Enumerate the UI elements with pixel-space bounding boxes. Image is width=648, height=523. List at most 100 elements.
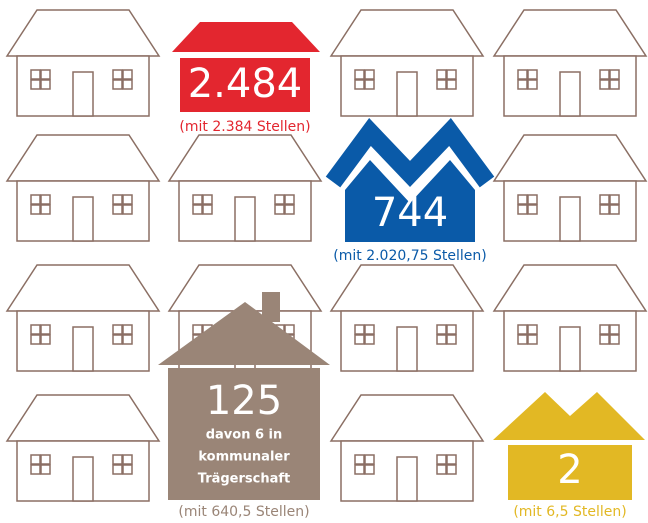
yellow-house: 2 (mit 6,5 Stellen) <box>493 392 645 520</box>
roof <box>329 264 485 312</box>
window <box>609 324 620 335</box>
door <box>396 71 418 117</box>
window <box>40 464 51 475</box>
door <box>559 326 581 372</box>
window <box>609 204 620 215</box>
window <box>446 79 457 90</box>
window <box>364 334 375 345</box>
window <box>527 194 538 205</box>
window <box>527 324 538 335</box>
window <box>122 334 133 345</box>
window <box>436 69 447 80</box>
window <box>517 194 528 205</box>
window <box>354 454 365 465</box>
window <box>112 324 123 335</box>
window <box>436 324 447 335</box>
house-outline <box>5 134 161 242</box>
roof <box>5 9 161 57</box>
window <box>354 79 365 90</box>
window <box>436 454 447 465</box>
door <box>72 456 94 502</box>
window <box>364 324 375 335</box>
window <box>112 79 123 90</box>
window <box>30 69 41 80</box>
window <box>122 324 133 335</box>
house-outline <box>5 9 161 117</box>
window <box>122 464 133 475</box>
door <box>234 196 256 242</box>
window <box>364 69 375 80</box>
window <box>30 194 41 205</box>
detail: davon 6 in <box>206 428 283 443</box>
window <box>30 334 41 345</box>
roof <box>5 394 161 442</box>
count: 2 <box>557 447 582 493</box>
window <box>364 79 375 90</box>
house-outline <box>167 134 323 242</box>
window <box>122 69 133 80</box>
window <box>40 194 51 205</box>
window <box>354 324 365 335</box>
roof <box>167 134 323 182</box>
roof <box>329 9 485 57</box>
window <box>112 334 123 345</box>
roof <box>493 392 645 440</box>
house-outline <box>329 394 485 502</box>
window <box>354 69 365 80</box>
window <box>446 69 457 80</box>
window <box>436 79 447 90</box>
note: (mit 6,5 Stellen) <box>513 504 626 520</box>
window <box>599 204 610 215</box>
roof <box>5 264 161 312</box>
window <box>112 204 123 215</box>
window <box>192 324 203 335</box>
note: (mit 2.020,75 Stellen) <box>333 248 486 264</box>
house-outline <box>329 264 485 372</box>
door <box>559 196 581 242</box>
window <box>40 334 51 345</box>
house-outline <box>492 264 648 372</box>
window <box>40 454 51 465</box>
window <box>517 69 528 80</box>
body <box>345 160 475 242</box>
body <box>508 445 632 500</box>
window <box>202 204 213 215</box>
window <box>599 324 610 335</box>
window <box>30 464 41 475</box>
body <box>168 368 320 500</box>
window <box>122 194 133 205</box>
roof <box>492 9 648 57</box>
window <box>122 79 133 90</box>
house-outline <box>492 9 648 117</box>
window <box>202 194 213 205</box>
window <box>40 79 51 90</box>
window <box>609 69 620 80</box>
window <box>517 204 528 215</box>
window <box>527 79 538 90</box>
note: (mit 640,5 Stellen) <box>178 504 309 520</box>
window <box>40 204 51 215</box>
chimney <box>262 292 280 322</box>
outline-houses <box>5 9 648 502</box>
window <box>112 464 123 475</box>
window <box>274 204 285 215</box>
count: 744 <box>372 190 448 236</box>
window <box>446 324 457 335</box>
window <box>446 454 457 465</box>
window <box>122 204 133 215</box>
window <box>30 79 41 90</box>
roof <box>5 134 161 182</box>
window <box>436 464 447 475</box>
window <box>192 204 203 215</box>
house-outline <box>329 9 485 117</box>
window <box>517 324 528 335</box>
roof <box>492 264 648 312</box>
red-house: 2.484 (mit 2.384 Stellen) <box>172 22 320 135</box>
window <box>40 69 51 80</box>
brown-house: 125 davon 6 in kommunaler Trägerschaft (… <box>158 292 330 520</box>
house-outline <box>492 134 648 242</box>
door <box>559 71 581 117</box>
window <box>609 79 620 90</box>
window <box>436 334 447 345</box>
